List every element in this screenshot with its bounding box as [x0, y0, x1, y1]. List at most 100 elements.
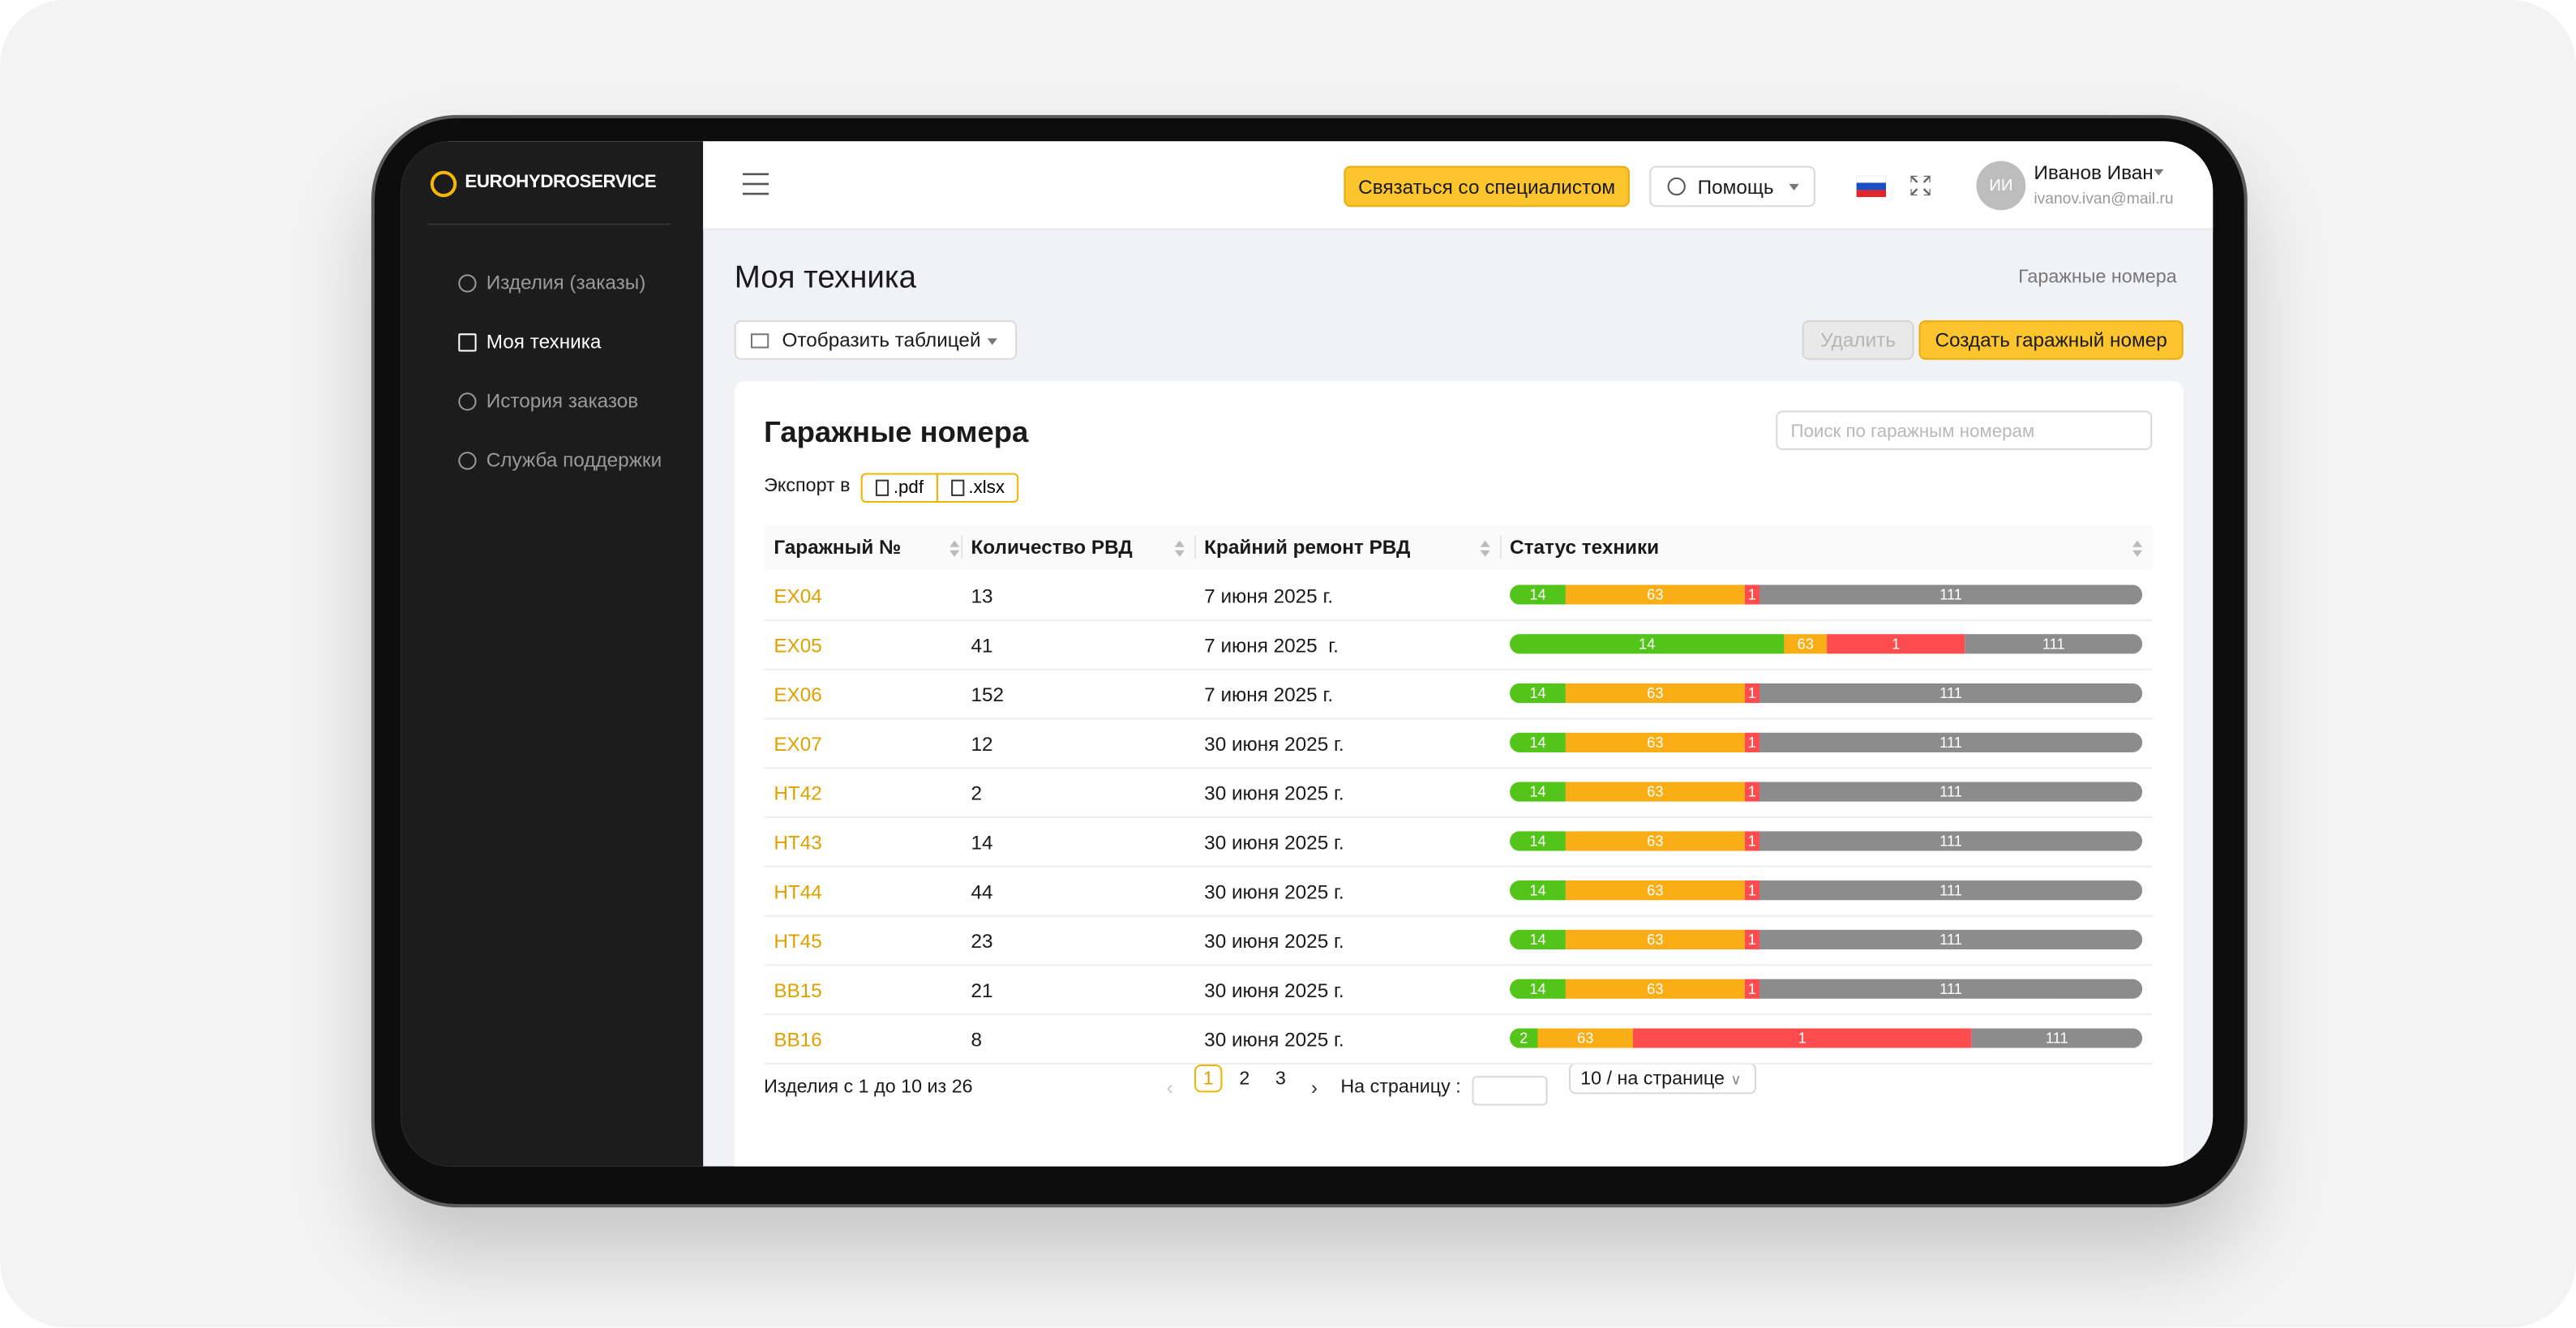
hose-count: 13	[971, 585, 993, 608]
next-page[interactable]: ›	[1310, 1076, 1318, 1099]
sort-icon[interactable]	[949, 540, 960, 547]
search-input[interactable]: Поиск по гаражным номерам	[1776, 410, 2153, 451]
page-size-select[interactable]: 10 / на странице ∨	[1568, 1062, 1756, 1095]
status-bar: 14 63 1 111	[1510, 929, 2143, 950]
menu-icon	[458, 333, 477, 352]
garage-number[interactable]: HT44	[774, 880, 822, 904]
status-bar: 14 63 1 111	[1510, 880, 2143, 901]
status-segment: 14	[1510, 585, 1566, 605]
status-segment: 63	[1565, 585, 1745, 605]
row-divider	[764, 816, 2153, 819]
column-divider	[1194, 535, 1197, 559]
sort-icon[interactable]	[2132, 550, 2143, 557]
status-segment: 1	[1744, 683, 1760, 704]
header: Связаться со специалистом Помощь ИИ Иван…	[703, 141, 2214, 230]
column-header: Количество РВД	[971, 535, 1133, 559]
divider	[426, 223, 671, 225]
status-segment: 63	[1565, 929, 1745, 950]
sort-icon[interactable]	[1480, 550, 1490, 557]
sort-icon[interactable]	[1174, 540, 1185, 547]
hose-count: 44	[971, 880, 993, 904]
status-segment: 14	[1510, 782, 1566, 802]
export-xlsx[interactable]: .xlsx	[936, 473, 1019, 503]
row-divider	[764, 915, 2153, 917]
contact-button[interactable]: Связаться со специалистом	[1344, 165, 1630, 208]
garage-number[interactable]: HT45	[774, 929, 822, 953]
menu-item[interactable]: Моя техника	[486, 330, 602, 353]
garage-number[interactable]: HT42	[774, 782, 822, 805]
view-select-label: Отобразить таблицей	[782, 328, 981, 352]
garage-number[interactable]: EX05	[774, 634, 822, 658]
status-bar: 14 63 1 111	[1510, 634, 2143, 654]
garage-number[interactable]: EX04	[774, 585, 822, 608]
hose-count: 21	[971, 979, 993, 1002]
last-repair: 30 июня 2025 г.	[1204, 880, 1344, 904]
status-segment: 111	[1759, 585, 2143, 605]
menu-item[interactable]: Изделия (заказы)	[486, 271, 646, 294]
page-number[interactable]: 1	[1194, 1064, 1223, 1093]
menu-icon	[458, 274, 477, 293]
status-bar: 14 63 1 111	[1510, 732, 2143, 752]
status-segment: 14	[1510, 732, 1566, 752]
card: Гаражные номера Поиск по гаражным номера…	[734, 381, 2184, 1167]
per-page-label: На страницу :	[1340, 1077, 1461, 1098]
column-divider	[1499, 535, 1502, 559]
screen: EUROHYDROSERVICE Изделия (заказы) Моя тех…	[401, 141, 2214, 1167]
hose-count: 14	[971, 831, 993, 855]
last-repair: 30 июня 2025 г.	[1204, 929, 1344, 953]
page-input[interactable]	[1472, 1076, 1548, 1106]
column-divider	[961, 535, 963, 559]
help-button[interactable]: Помощь	[1649, 165, 1815, 208]
help-icon	[1668, 177, 1687, 196]
garage-number[interactable]: EX07	[774, 732, 822, 756]
sort-icon[interactable]	[1174, 550, 1185, 557]
garage-number[interactable]: BB15	[774, 979, 822, 1002]
sort-icon[interactable]	[1480, 540, 1490, 547]
row-divider	[764, 718, 2153, 720]
status-bar: 2 63 1 111	[1510, 1028, 2143, 1048]
sort-icon[interactable]	[949, 550, 960, 557]
table-header	[764, 525, 2153, 571]
row-divider	[764, 865, 2153, 867]
delete-button[interactable]: Удалить	[1802, 320, 1914, 360]
last-repair: 30 июня 2025 г.	[1204, 782, 1344, 805]
menu-item[interactable]: История заказов	[486, 389, 639, 413]
page-number[interactable]: 2	[1239, 1069, 1250, 1089]
status-segment: 14	[1510, 634, 1785, 654]
language-flag[interactable]	[1856, 175, 1887, 198]
status-bar: 14 63 1 111	[1510, 831, 2143, 851]
logo[interactable]: EUROHYDROSERVICE	[465, 172, 657, 193]
menu-item[interactable]: Служба поддержки	[486, 448, 662, 472]
garage-number[interactable]: BB16	[774, 1028, 822, 1052]
menu-toggle[interactable]	[742, 173, 769, 195]
last-repair: 30 июня 2025 г.	[1204, 732, 1344, 756]
view-select[interactable]: Отобразить таблицей	[734, 320, 1018, 360]
status-segment: 1	[1827, 634, 1965, 654]
status-segment: 63	[1565, 732, 1745, 752]
status-segment: 14	[1510, 979, 1566, 999]
column-header: Крайний ремонт РВД	[1204, 535, 1411, 559]
export-pdf[interactable]: .pdf	[860, 473, 938, 503]
page-number[interactable]: 3	[1275, 1069, 1286, 1089]
pagination-summary: Изделия с 1 до 10 из 26	[764, 1077, 973, 1098]
status-segment: 14	[1510, 929, 1566, 950]
breadcrumb[interactable]: Гаражные номера	[2018, 268, 2177, 288]
row-divider	[764, 1062, 2153, 1065]
fullscreen-button[interactable]	[1910, 175, 1931, 196]
prev-page[interactable]: ‹	[1166, 1076, 1173, 1099]
create-button[interactable]: Создать гаражный номер	[1918, 320, 2184, 360]
garage-number[interactable]: HT43	[774, 831, 822, 855]
caret	[1789, 183, 1799, 191]
row-divider	[764, 964, 2153, 966]
garage-number[interactable]: EX06	[774, 683, 822, 707]
sort-icon[interactable]	[2132, 540, 2143, 547]
column-header: Статус техники	[1510, 535, 1660, 559]
user-name[interactable]: Иванов Иван	[2034, 161, 2154, 184]
avatar[interactable]: ИИ	[1976, 161, 2026, 211]
export-xlsx-label: .xlsx	[968, 478, 1005, 498]
status-segment: 63	[1537, 1028, 1633, 1048]
status-segment: 111	[1759, 782, 2143, 802]
